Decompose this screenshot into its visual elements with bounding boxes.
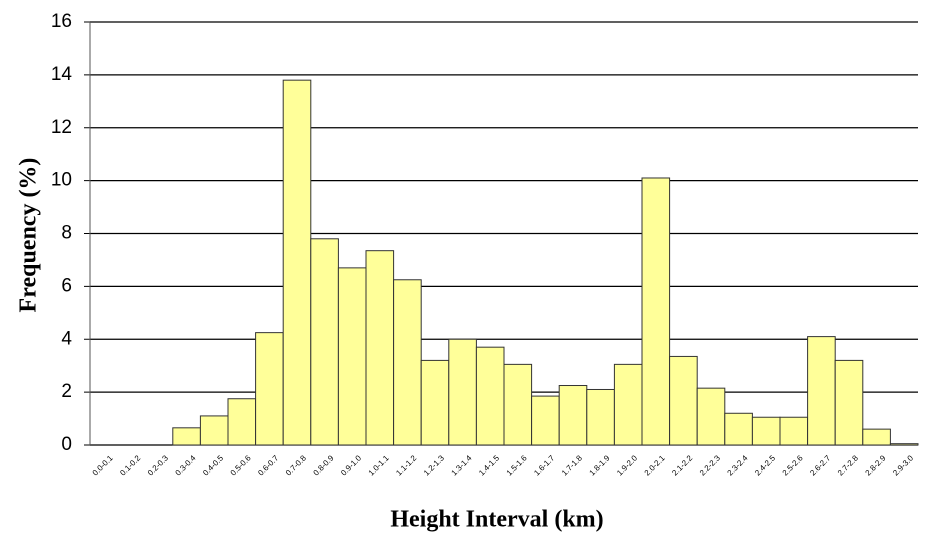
y-tick-label: 12: [51, 117, 72, 138]
bar: [613, 363, 643, 446]
y-tick-label: 14: [51, 64, 73, 85]
x-tick-label: 0.4-0.5: [201, 453, 225, 477]
y-tick-label: 6: [61, 275, 72, 296]
bar: [807, 336, 836, 446]
bar: [337, 267, 367, 446]
bar: [751, 416, 781, 446]
bar: [227, 398, 257, 446]
bar: [696, 387, 726, 446]
x-tick-label: 2.1-2.2: [670, 453, 694, 477]
x-tick-label: 1.0-1.1: [367, 453, 391, 477]
x-tick-label: 0.7-0.8: [284, 453, 308, 477]
bar: [310, 238, 339, 446]
bar: [889, 443, 919, 446]
bar: [199, 415, 229, 446]
y-tick-label: 8: [61, 223, 72, 244]
bar: [420, 359, 450, 446]
x-tick-label: 1.6-1.7: [532, 453, 556, 477]
x-tick-label: 1.8-1.9: [588, 453, 612, 477]
x-tick-label: 2.4-2.5: [753, 453, 777, 477]
bar: [531, 395, 560, 446]
bar: [558, 385, 588, 446]
y-axis-title: Frequency (%): [16, 158, 42, 313]
bar: [779, 416, 809, 446]
y-tick-label: 10: [51, 170, 72, 191]
bar: [172, 427, 201, 446]
y-tick-label: 2: [61, 381, 72, 402]
bar: [365, 250, 395, 446]
bar: [503, 363, 533, 446]
bar: [393, 279, 422, 446]
bar: [862, 428, 891, 446]
x-tick-label: 2.6-2.7: [808, 453, 832, 477]
bar: [669, 355, 698, 446]
bar: [448, 338, 477, 446]
y-tick-label: 4: [61, 328, 72, 349]
bar: [586, 388, 615, 446]
x-tick-label: 2.3-2.4: [726, 453, 750, 477]
bar: [834, 359, 864, 446]
x-tick-label: 2.7-2.8: [836, 453, 860, 477]
x-tick-label: 1.5-1.6: [505, 453, 529, 477]
x-tick-label: 1.2-1.3: [422, 453, 446, 477]
x-tick-label: 0.0-0.1: [91, 453, 115, 477]
x-tick-label: 1.3-1.4: [450, 453, 474, 477]
y-tick-label: 16: [51, 11, 72, 32]
x-tick-label: 1.7-1.8: [560, 453, 584, 477]
bar: [255, 332, 284, 446]
x-tick-label: 1.1-1.2: [394, 453, 418, 477]
bar: [724, 412, 753, 446]
x-tick-label: 0.3-0.4: [174, 453, 198, 477]
x-tick-label: 2.9-3.0: [891, 453, 915, 477]
x-tick-label: 1.4-1.5: [477, 453, 501, 477]
x-tick-label: 0.5-0.6: [229, 453, 253, 477]
x-axis-title: Height Interval (km): [390, 507, 603, 533]
x-tick-label: 0.9-1.0: [339, 453, 363, 477]
x-tick-label: 2.5-2.6: [781, 453, 805, 477]
y-tick-label: 0: [61, 434, 72, 455]
bar: [475, 346, 505, 446]
x-tick-label: 2.2-2.3: [698, 453, 722, 477]
x-tick-label: 1.9-2.0: [615, 453, 639, 477]
bar: [641, 177, 671, 446]
x-tick-label: 0.2-0.3: [146, 453, 170, 477]
x-tick-label: 0.6-0.7: [256, 453, 280, 477]
bar: [282, 79, 312, 446]
x-tick-label: 0.1-0.2: [118, 453, 142, 477]
x-tick-label: 2.0-2.1: [643, 453, 667, 477]
x-tick-label: 0.8-0.9: [312, 453, 336, 477]
x-tick-label: 2.8-2.9: [864, 453, 888, 477]
